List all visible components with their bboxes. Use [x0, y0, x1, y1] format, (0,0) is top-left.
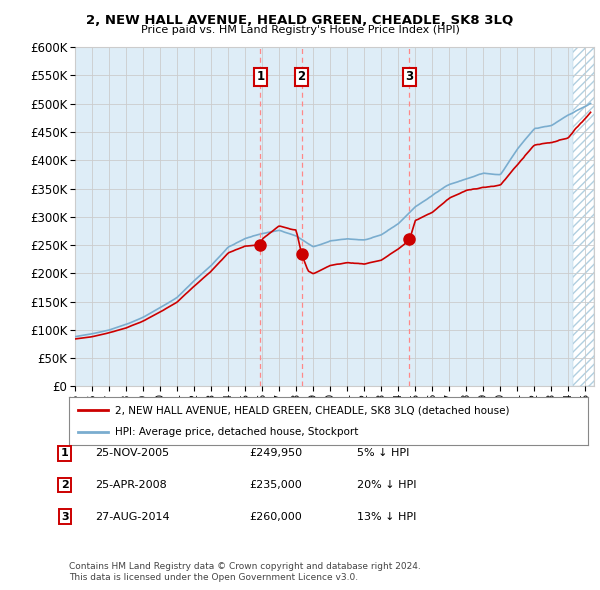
Text: 3: 3: [406, 70, 413, 83]
Text: 27-AUG-2014: 27-AUG-2014: [95, 512, 169, 522]
Text: 13% ↓ HPI: 13% ↓ HPI: [357, 512, 416, 522]
Text: 2, NEW HALL AVENUE, HEALD GREEN, CHEADLE, SK8 3LQ (detached house): 2, NEW HALL AVENUE, HEALD GREEN, CHEADLE…: [115, 405, 509, 415]
Text: Price paid vs. HM Land Registry's House Price Index (HPI): Price paid vs. HM Land Registry's House …: [140, 25, 460, 35]
Text: £235,000: £235,000: [249, 480, 302, 490]
Text: This data is licensed under the Open Government Licence v3.0.: This data is licensed under the Open Gov…: [69, 572, 358, 582]
Text: Contains HM Land Registry data © Crown copyright and database right 2024.: Contains HM Land Registry data © Crown c…: [69, 562, 421, 571]
Text: HPI: Average price, detached house, Stockport: HPI: Average price, detached house, Stoc…: [115, 427, 358, 437]
Text: 1: 1: [61, 448, 68, 458]
Text: 2: 2: [61, 480, 68, 490]
Text: 2: 2: [298, 70, 306, 83]
Text: £260,000: £260,000: [249, 512, 302, 522]
Text: 1: 1: [256, 70, 265, 83]
Text: 5% ↓ HPI: 5% ↓ HPI: [357, 448, 409, 458]
Text: 25-APR-2008: 25-APR-2008: [95, 480, 167, 490]
Text: £249,950: £249,950: [249, 448, 302, 458]
Text: 2, NEW HALL AVENUE, HEALD GREEN, CHEADLE, SK8 3LQ: 2, NEW HALL AVENUE, HEALD GREEN, CHEADLE…: [86, 14, 514, 27]
Text: 3: 3: [61, 512, 68, 522]
Text: 25-NOV-2005: 25-NOV-2005: [95, 448, 169, 458]
Text: 20% ↓ HPI: 20% ↓ HPI: [357, 480, 416, 490]
